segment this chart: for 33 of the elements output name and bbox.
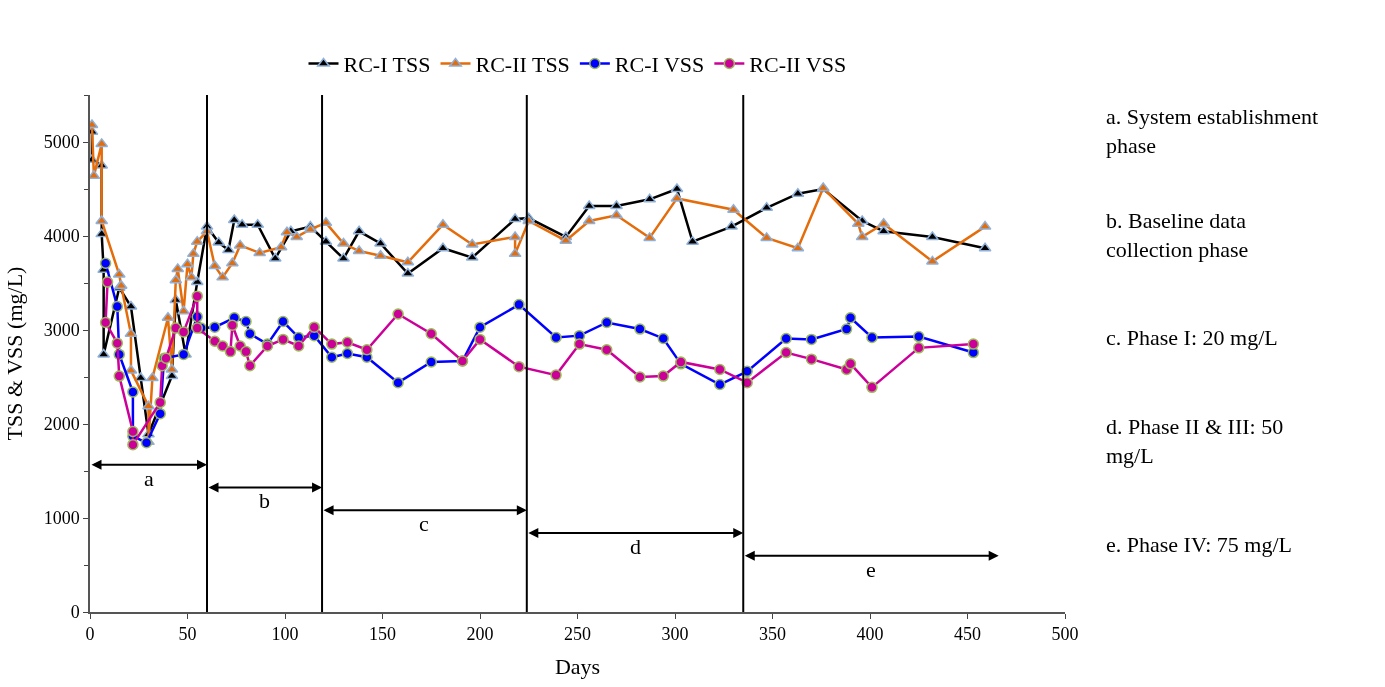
text: b. Baseline data collection phase: [1106, 208, 1249, 262]
y-tick-label: 2000: [43, 414, 80, 435]
annotation: d: [630, 534, 641, 559]
annotation: a: [144, 466, 154, 491]
x-tick-label: 200: [466, 624, 494, 645]
text: c. Phase I: 20 mg/L: [1106, 325, 1278, 350]
y-axis-title: TSS & VSS (mg/L): [1, 266, 27, 441]
annotation: e: [866, 557, 876, 582]
text: e. Phase IV: 75 mg/L: [1106, 532, 1292, 557]
legend-label: RC-I VSS: [614, 52, 705, 78]
legend-label: RC-I TSS: [343, 52, 431, 78]
x-tick-label: 300: [661, 624, 689, 645]
x-tick-label: 0: [85, 624, 95, 645]
text: d. Phase II & III: 50 mg/L: [1106, 414, 1284, 468]
x-tick-label: 500: [1051, 624, 1079, 645]
x-tick-label: 350: [759, 624, 786, 645]
y-tick-label: 0: [70, 602, 80, 623]
y-tick-label: 5000: [43, 132, 80, 153]
annotation: c: [419, 511, 429, 536]
x-axis-title: Days: [554, 653, 601, 679]
x-tick-label: 150: [369, 624, 396, 645]
annotation: b: [259, 488, 270, 513]
legend-label: RC-II VSS: [749, 52, 847, 78]
text: a. System establishment phase: [1106, 104, 1319, 158]
legend-label: RC-II TSS: [475, 52, 570, 78]
x-tick-label: 450: [954, 624, 981, 645]
y-tick-label: 3000: [43, 320, 80, 341]
x-tick-label: 50: [178, 624, 197, 645]
x-tick-label: 100: [271, 624, 299, 645]
y-tick-label: 4000: [43, 226, 80, 247]
x-tick-label: 250: [564, 624, 591, 645]
y-tick-label: 1000: [43, 508, 80, 529]
x-tick-label: 400: [856, 624, 884, 645]
